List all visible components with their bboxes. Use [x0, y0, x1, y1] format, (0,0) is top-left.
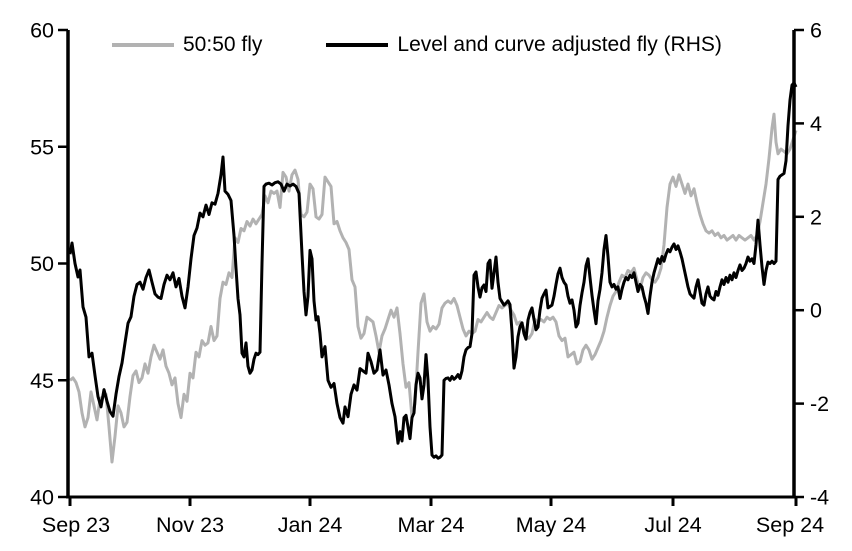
x-axis-tick-label: Sep 23 [42, 513, 110, 537]
left-axis-tick-label: 55 [30, 135, 54, 159]
right-axis-tick-label: 6 [810, 19, 822, 43]
series-layer [68, 81, 798, 464]
left-axis-tick-label: 60 [30, 19, 54, 43]
x-axis-tick-label: Jul 24 [644, 513, 701, 537]
series-line-0 [69, 112, 798, 464]
legend-label: 50:50 fly [183, 33, 263, 56]
x-axis-tick-label: Mar 24 [398, 513, 465, 537]
x-axis-tick-label: May 24 [516, 513, 587, 537]
legend-label: Level and curve adjusted fly (RHS) [397, 33, 722, 56]
left-axis-tick-label: 45 [30, 369, 54, 393]
black-line-swatch [326, 43, 389, 47]
x-axis-tick-label: Nov 23 [156, 513, 224, 537]
x-axis-tick-label: Sep 24 [756, 513, 824, 537]
right-axis-tick-label: -4 [810, 486, 829, 510]
x-axis-tick-label: Jan 24 [278, 513, 343, 537]
series-line-1 [68, 81, 798, 460]
right-axis-tick-label: -2 [810, 392, 829, 416]
right-axis-tick-label: 4 [810, 112, 822, 136]
legend-item-level-curve-fly: Level and curve adjusted fly (RHS) [326, 33, 722, 57]
axis-labels-layer: 40 45 50 55 60 -4 -2 0 2 4 6 Sep 23 Nov 23 Jan 24 Mar … [30, 19, 829, 538]
left-axis-tick-label: 40 [30, 486, 54, 510]
axes-layer [58, 28, 804, 506]
gray-line-swatch [112, 43, 174, 47]
right-axis-tick-label: 2 [810, 205, 822, 229]
chart-legend: 50:50 fly Level and curve adjusted fly (… [112, 33, 722, 57]
left-axis-tick-label: 50 [30, 252, 54, 276]
legend-item-5050-fly: 50:50 fly [112, 33, 262, 57]
right-axis-tick-label: 0 [810, 299, 822, 323]
